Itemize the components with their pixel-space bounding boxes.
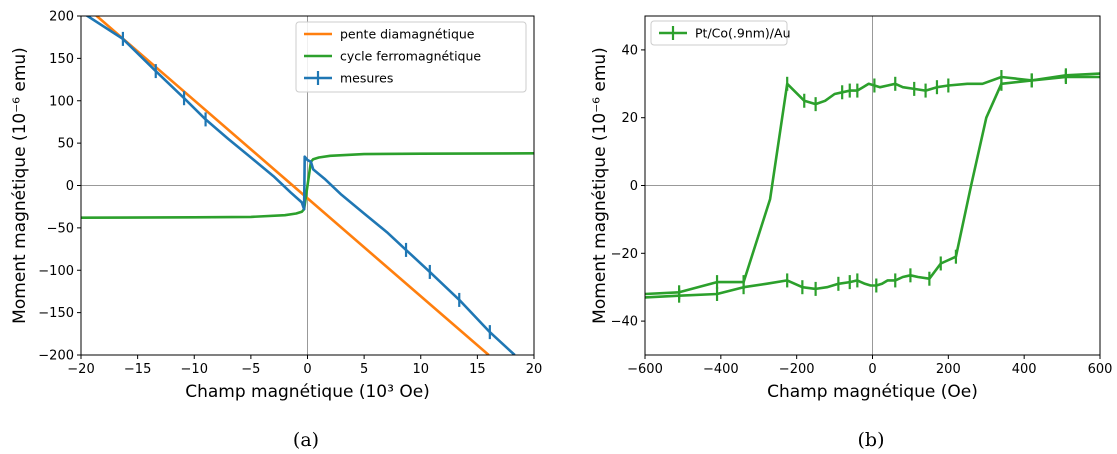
series-line-pt-co-9nm-au-branch-0 (645, 75, 1100, 299)
y-axis-label: Moment magnétique (10⁻⁶ emu) (590, 47, 610, 324)
y-tick-label: 50 (57, 137, 74, 152)
x-tick-label: 20 (526, 362, 543, 377)
y-tick-label: −20 (611, 247, 638, 262)
legend-box (295, 21, 527, 93)
legend-box (650, 20, 788, 46)
x-axis-label: Champ magnétique (10³ Oe) (185, 382, 430, 402)
y-tick-label: 0 (630, 179, 638, 194)
x-tick-label: 400 (1012, 362, 1037, 377)
panel-caption: (b) (858, 429, 885, 451)
y-tick-label: 100 (49, 94, 74, 109)
x-tick-label: −20 (67, 362, 94, 377)
series-line-pente-diamagn-tique (94, 16, 490, 355)
x-tick-label: 10 (412, 362, 429, 377)
series-group (645, 68, 1100, 303)
x-tick-label: −400 (703, 362, 739, 377)
y-tick-label: 40 (621, 43, 638, 58)
series-line-cycle-ferromagn-tique (81, 152, 534, 219)
series-line-mesures (85, 16, 516, 355)
x-tick-label: −600 (627, 362, 663, 377)
series-group (81, 16, 534, 355)
y-axis-label: Moment magnétique (10⁻⁶ emu) (10, 47, 30, 324)
x-tick-label: 15 (469, 362, 486, 377)
x-tick-label: −200 (779, 362, 815, 377)
x-tick-label: 0 (868, 362, 876, 377)
x-tick-label: 0 (303, 362, 311, 377)
legend-label: pente diamagnétique (340, 27, 475, 42)
legend-label: cycle ferromagnétique (340, 49, 481, 64)
y-tick-label: −100 (38, 264, 74, 279)
x-tick-label: −5 (241, 362, 260, 377)
y-tick-label: −50 (47, 221, 74, 236)
panel-a-chart: −20 −15 −10 −5 0 5 10 15 20−200−150−100−50050100… (10, 10, 543, 452)
x-tick-label: 200 (936, 362, 961, 377)
y-tick-label: −200 (38, 349, 74, 364)
y-tick-label: 0 (66, 179, 74, 194)
legend-label: Pt/Co(.9nm)/Au (695, 26, 791, 41)
legend-label: mesures (340, 71, 393, 86)
legend: Pt/Co(.9nm)/Au (650, 20, 791, 46)
x-tick-label: −15 (124, 362, 151, 377)
y-tick-label: 200 (49, 10, 74, 25)
x-tick-label: −10 (181, 362, 208, 377)
y-tick-label: 20 (621, 111, 638, 126)
y-tick-label: 150 (49, 52, 74, 67)
y-tick-label: −40 (611, 315, 638, 330)
y-tick-label: −150 (38, 306, 74, 321)
x-axis-label: Champ magnétique (Oe) (767, 382, 978, 402)
legend: pente diamagnétique cycle ferromagnétique… (295, 21, 527, 93)
series-line-pt-co-9nm-au-branch-1 (645, 72, 1100, 296)
panel-caption: (a) (293, 429, 319, 451)
x-tick-label: 5 (360, 362, 368, 377)
x-tick-label: 600 (1088, 362, 1113, 377)
